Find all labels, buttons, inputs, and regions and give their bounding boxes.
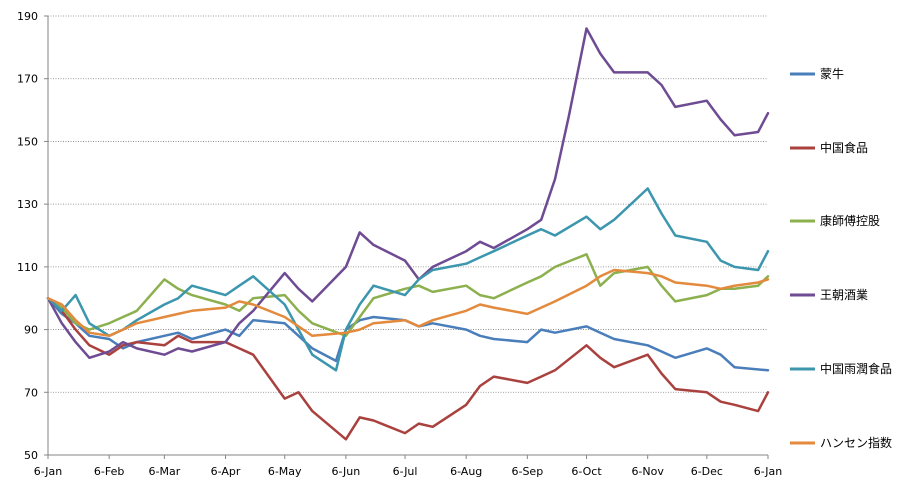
y-tick-label: 190: [17, 10, 38, 23]
x-tick-label: 6-Jun: [331, 465, 360, 478]
axes: 50 70 90 110 130 150 170 190 6-Jan 6-Feb 6-Mar 6-Ap…: [17, 10, 782, 478]
series-line-4: [46, 187, 770, 372]
x-tick-label: 6-Jul: [393, 465, 418, 478]
x-tick-label: 6-Oct: [571, 465, 602, 478]
y-tick-label: 50: [24, 449, 38, 462]
x-tick-label: 6-Jan: [34, 465, 63, 478]
legend-label: ハンセン指数: [820, 435, 892, 450]
y-tick-label: 70: [24, 386, 38, 399]
x-tick-label: 6-Nov: [631, 465, 664, 478]
y-tick-label: 130: [17, 198, 38, 211]
x-tick-label: 6-Apr: [211, 465, 241, 478]
x-tick-label: 6-Dec: [691, 465, 723, 478]
series-line-3: [46, 27, 770, 360]
series-line-0: [46, 296, 770, 372]
x-tick-label: 6-Feb: [94, 465, 124, 478]
series-line-5: [46, 268, 770, 338]
gridlines: [48, 15, 768, 393]
y-tick-label: 110: [17, 261, 38, 274]
y-tick-label: 150: [17, 135, 38, 148]
series-lines: [46, 27, 770, 441]
legend-label: 王朝酒業: [820, 288, 868, 302]
x-tick-label: 6-Aug: [450, 465, 482, 478]
series-line-1: [46, 296, 770, 441]
x-tick-label: 6-May: [268, 465, 302, 478]
legend-label: 中国食品: [820, 140, 868, 155]
y-tick-label: 90: [24, 324, 38, 337]
x-tick-label: 6-Sep: [511, 465, 543, 478]
legend-label: 中国雨潤食品: [820, 361, 892, 376]
legend-label: 蒙牛: [820, 66, 844, 81]
legend-label: 康師傅控股: [820, 213, 880, 228]
x-tick-label: 6-Jan: [754, 465, 783, 478]
y-tick-label: 170: [17, 73, 38, 86]
series-line-2: [46, 253, 770, 338]
x-tick-label: 6-Mar: [149, 465, 181, 478]
